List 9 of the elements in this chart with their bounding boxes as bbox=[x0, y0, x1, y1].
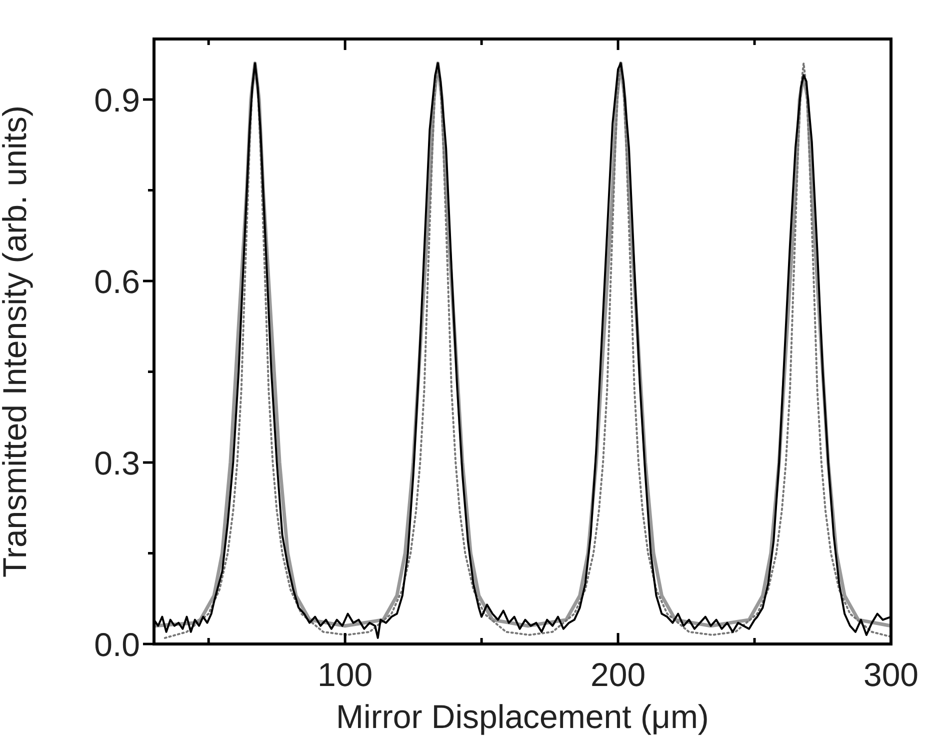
y-tick-label: 0.0 bbox=[94, 626, 140, 663]
x-tick-label: 100 bbox=[318, 656, 373, 693]
x-tick-label: 200 bbox=[590, 656, 646, 693]
y-tick-label: 0.6 bbox=[94, 262, 140, 300]
x-tick-label: 300 bbox=[863, 656, 919, 693]
y-tick-label: 0.3 bbox=[94, 444, 140, 482]
y-axis-title: Transmitted Intensity (arb. units) bbox=[0, 106, 33, 578]
x-axis-title: Mirror Displacement (μm) bbox=[336, 698, 709, 735]
y-tick-label: 0.9 bbox=[94, 81, 140, 118]
